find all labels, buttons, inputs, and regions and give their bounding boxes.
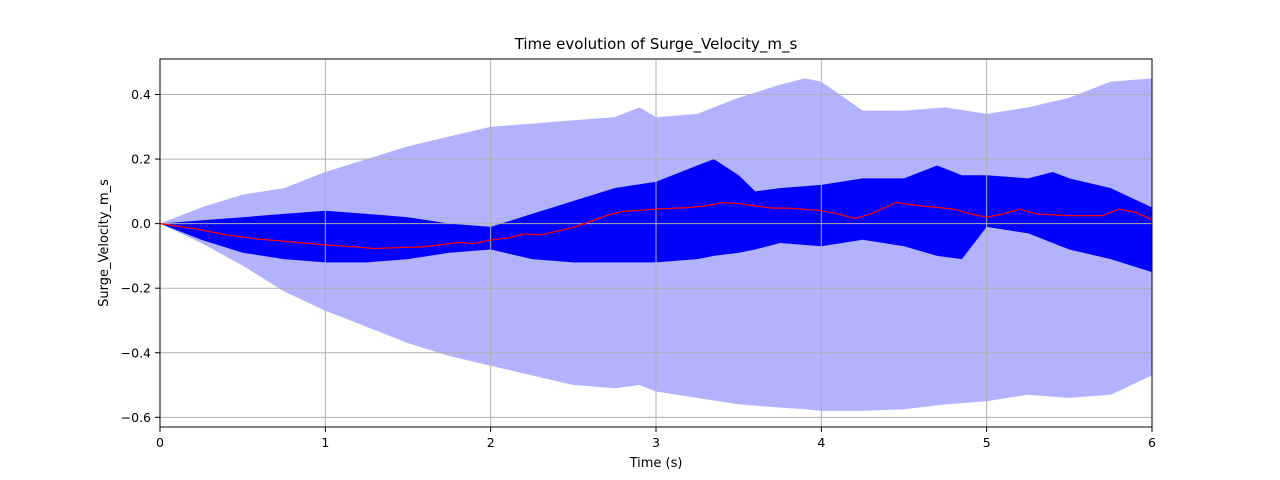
y-tick-label: −0.6 bbox=[121, 410, 151, 425]
y-tick-label: 0.4 bbox=[131, 87, 151, 102]
x-axis-label: Time (s) bbox=[629, 456, 683, 471]
y-tick-label: −0.4 bbox=[121, 345, 151, 360]
x-tick-label: 5 bbox=[983, 435, 991, 450]
mean-line bbox=[159, 201, 1153, 250]
x-tick-label: 3 bbox=[652, 435, 660, 450]
y-axis-label: Surge_Velocity_m_s bbox=[97, 179, 112, 307]
x-tick-label: 0 bbox=[156, 435, 164, 450]
y-tick-label: −0.2 bbox=[121, 281, 151, 296]
x-tick-label: 6 bbox=[1148, 435, 1156, 450]
x-tick-label: 4 bbox=[817, 435, 825, 450]
x-ticks: 0 1 2 3 4 5 6 bbox=[156, 427, 1156, 450]
chart-title: Time evolution of Surge_Velocity_m_s bbox=[514, 35, 798, 54]
mean-line-group bbox=[159, 59, 1153, 427]
x-tick-label: 1 bbox=[321, 435, 329, 450]
y-ticks: −0.6 −0.4 −0.2 0.0 0.2 0.4 bbox=[121, 87, 160, 425]
x-tick-label: 2 bbox=[487, 435, 495, 450]
y-tick-label: 0.0 bbox=[131, 216, 151, 231]
y-tick-label: 0.2 bbox=[131, 152, 151, 167]
